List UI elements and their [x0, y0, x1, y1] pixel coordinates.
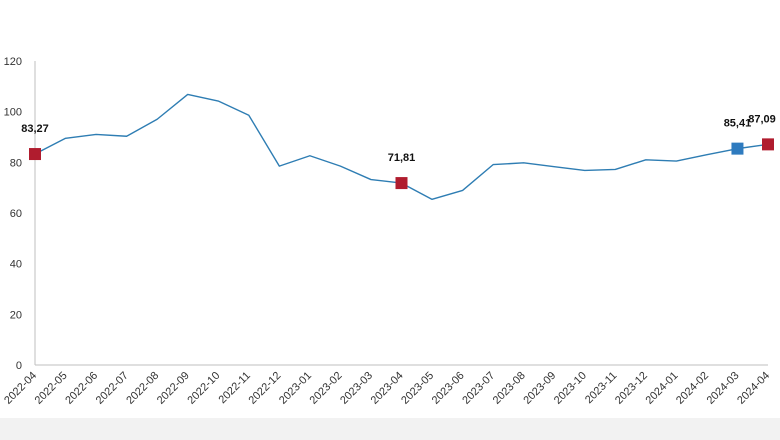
x-tick-label: 2023-01	[277, 370, 314, 407]
x-tick-label: 2024-03	[705, 370, 742, 407]
y-tick-label: 120	[4, 56, 22, 68]
x-tick-label: 2022-12	[246, 370, 283, 407]
data-label: 85,41	[724, 118, 752, 130]
x-tick-label: 2022-04	[2, 370, 39, 407]
x-tick-label: 2023-02	[308, 370, 345, 407]
bottom-band	[0, 418, 780, 440]
x-tick-label: 2023-12	[613, 370, 650, 407]
x-tick-label: 2023-09	[521, 370, 558, 407]
x-tick-label: 2023-05	[399, 370, 436, 407]
y-tick-label: 0	[16, 360, 22, 372]
x-tick-label: 2024-01	[644, 370, 681, 407]
y-tick-label: 100	[4, 107, 22, 119]
x-tick-label: 2023-10	[552, 370, 589, 407]
x-tick-label: 2023-04	[369, 370, 406, 407]
x-tick-label: 2023-06	[430, 370, 467, 407]
x-tick-label: 2022-08	[124, 370, 161, 407]
y-tick-label: 20	[10, 309, 22, 321]
data-label: 71,81	[388, 152, 416, 164]
x-tick-label: 2024-04	[735, 370, 772, 407]
x-tick-label: 2022-06	[63, 370, 100, 407]
x-tick-label: 2022-09	[155, 370, 192, 407]
y-axis: 0 20 40 60 80 100 120	[4, 56, 36, 372]
highlight-marker	[762, 138, 774, 151]
y-tick-label: 40	[10, 259, 22, 271]
x-tick-label: 2022-11	[217, 370, 253, 406]
x-tick-label: 2022-10	[185, 370, 222, 407]
x-tick-label: 2022-07	[94, 370, 131, 407]
x-tick-label: 2023-11	[583, 370, 619, 406]
x-tick-label: 2023-07	[460, 370, 497, 407]
x-tick-label: 2023-08	[491, 370, 528, 407]
data-label: 87,09	[748, 113, 776, 125]
data-label: 83,27	[21, 123, 49, 135]
highlight-marker	[731, 142, 744, 155]
x-tick-label: 2023-03	[338, 370, 375, 407]
highlight-marker	[395, 177, 408, 190]
highlight-marker	[29, 148, 41, 161]
x-tick-label: 2024-02	[674, 370, 711, 407]
y-tick-label: 60	[10, 208, 22, 220]
x-tick-label: 2022-05	[33, 370, 70, 407]
x-axis: 2022-042022-052022-062022-072022-082022-…	[2, 364, 772, 407]
y-tick-label: 80	[10, 157, 22, 169]
